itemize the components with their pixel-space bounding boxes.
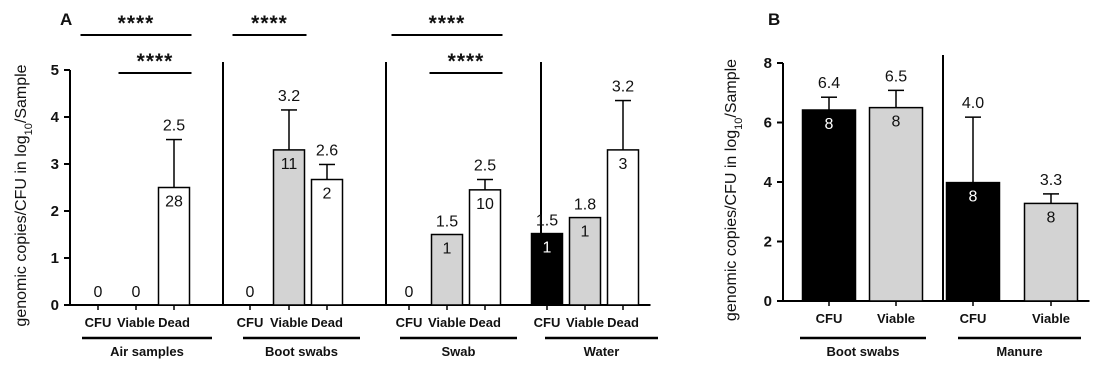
bar-cfu (945, 181, 1001, 302)
significance-label: **** (118, 12, 155, 35)
n-label: 1 (443, 241, 452, 258)
value-label: 6.4 (818, 75, 840, 92)
panel-label: A (60, 10, 72, 29)
y-axis-label-tail: /Sample (13, 64, 30, 123)
y-tick-label: 2 (764, 234, 772, 251)
n-label: 10 (476, 196, 494, 213)
y-axis-label-subscript: 10 (23, 123, 35, 135)
n-label: 8 (969, 189, 978, 206)
panel-label: B (768, 10, 780, 29)
y-axis-label-main: genomic copies/CFU in log (723, 130, 740, 321)
n-label: 8 (825, 116, 834, 133)
x-category-label: Viable (428, 315, 466, 330)
value-label: 3.2 (612, 79, 634, 96)
group-label: Manure (996, 344, 1042, 359)
value-label: 0 (246, 284, 255, 301)
value-label: 2.6 (316, 142, 338, 159)
x-category-label: Dead (311, 315, 343, 330)
value-label: 2.5 (163, 118, 185, 135)
y-tick-label: 4 (764, 174, 773, 191)
x-category-label: Viable (1032, 311, 1070, 326)
y-tick-label: 6 (764, 115, 772, 132)
group-label: Air samples (110, 344, 184, 359)
y-tick-label: 8 (764, 55, 772, 72)
y-axis-label-subscript: 10 (733, 118, 745, 130)
value-label: 6.5 (885, 68, 907, 85)
bar-viable (568, 216, 602, 306)
group-label: Boot swabs (827, 344, 900, 359)
n-label: 1 (543, 240, 552, 257)
x-category-label: CFU (960, 311, 987, 326)
significance-label: **** (429, 12, 466, 35)
bar-viable (1023, 202, 1079, 302)
group-label: Water (584, 344, 620, 359)
y-axis-label: genomic copies/CFU in log10/Sample (723, 59, 745, 321)
y-axis-label: genomic copies/CFU in log10/Sample (13, 64, 35, 326)
bar-viable (868, 106, 924, 302)
x-category-label: CFU (816, 311, 843, 326)
n-label: 8 (892, 114, 901, 131)
value-label: 3.2 (278, 88, 300, 105)
y-tick-label: 5 (51, 62, 59, 79)
bar-cfu (801, 109, 857, 302)
y-tick-label: 4 (51, 109, 60, 126)
value-label: 0 (132, 284, 141, 301)
x-category-label: CFU (534, 315, 561, 330)
value-label: 1.5 (436, 214, 458, 231)
x-category-label: Dead (607, 315, 639, 330)
x-category-label: CFU (237, 315, 264, 330)
value-label: 1.5 (536, 213, 558, 230)
value-label: 3.3 (1040, 172, 1062, 189)
value-label: 0 (405, 284, 414, 301)
n-label: 8 (1047, 209, 1056, 226)
x-category-label: CFU (396, 315, 423, 330)
value-label: 4.0 (962, 95, 984, 112)
bar-dead (606, 149, 640, 306)
n-label: 1 (581, 224, 590, 241)
x-category-label: CFU (85, 315, 112, 330)
x-category-label: Viable (117, 315, 155, 330)
y-tick-label: 0 (764, 293, 772, 310)
n-label: 11 (281, 156, 298, 173)
n-label: 2 (323, 186, 332, 203)
y-tick-label: 1 (51, 250, 59, 267)
value-label: 0 (94, 284, 103, 301)
x-category-label: Viable (270, 315, 308, 330)
value-label: 1.8 (574, 197, 596, 214)
y-tick-label: 2 (51, 203, 59, 220)
significance-label: **** (448, 50, 485, 73)
value-label: 2.5 (474, 158, 496, 175)
x-category-label: Viable (566, 315, 604, 330)
n-label: 28 (165, 194, 183, 211)
group-label: Boot swabs (265, 344, 338, 359)
x-category-label: Viable (877, 311, 915, 326)
y-axis-label-main: genomic copies/CFU in log (13, 135, 30, 326)
y-tick-label: 0 (51, 297, 59, 314)
y-axis-label-tail: /Sample (723, 59, 740, 118)
significance-label: **** (137, 50, 174, 73)
n-label: 3 (619, 156, 628, 173)
x-category-label: Dead (469, 315, 501, 330)
y-tick-label: 3 (51, 156, 59, 173)
significance-label: **** (251, 12, 288, 35)
group-label: Swab (442, 344, 476, 359)
x-category-label: Dead (158, 315, 190, 330)
bar-viable (272, 149, 306, 306)
